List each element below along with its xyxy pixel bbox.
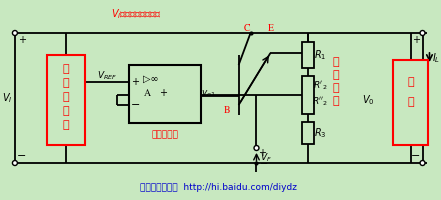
- Text: $R_3$: $R_3$: [314, 126, 326, 140]
- Text: 准: 准: [62, 78, 69, 88]
- Text: +: +: [131, 77, 139, 87]
- Text: −: −: [131, 100, 140, 110]
- Text: E: E: [267, 23, 273, 33]
- Text: 载: 载: [407, 97, 414, 107]
- Bar: [302, 76, 314, 114]
- Text: −: −: [260, 159, 269, 169]
- Text: $v_{o1}$: $v_{o1}$: [202, 89, 216, 99]
- Bar: [129, 65, 201, 123]
- Text: 取: 取: [333, 57, 339, 67]
- Circle shape: [254, 146, 259, 150]
- Text: 成志电子制作网  http://hi.baidu.com/diydz: 成志电子制作网 http://hi.baidu.com/diydz: [140, 184, 297, 192]
- Text: ▷∞: ▷∞: [143, 74, 159, 84]
- Text: 源: 源: [62, 120, 69, 130]
- Text: −: −: [17, 151, 26, 161]
- Text: $V_0$: $V_0$: [362, 93, 374, 107]
- Circle shape: [420, 30, 425, 36]
- Text: 压: 压: [62, 106, 69, 116]
- Text: $I_L$: $I_L$: [432, 51, 441, 65]
- Text: $R_1$: $R_1$: [314, 48, 326, 62]
- Text: 基: 基: [62, 64, 69, 74]
- Text: +: +: [18, 35, 26, 45]
- Circle shape: [12, 30, 17, 36]
- Text: $R'_2$: $R'_2$: [313, 80, 327, 92]
- Bar: [47, 55, 85, 145]
- Text: $V_F$: $V_F$: [261, 152, 273, 164]
- Circle shape: [420, 160, 425, 166]
- Text: C: C: [243, 23, 250, 33]
- Text: +: +: [411, 35, 419, 45]
- Text: 误差放大器: 误差放大器: [152, 130, 179, 140]
- Bar: [302, 42, 314, 68]
- Text: 电: 电: [333, 83, 339, 93]
- Text: 电: 电: [62, 92, 69, 102]
- Text: $R''_2$: $R''_2$: [312, 96, 328, 108]
- Text: −: −: [411, 151, 420, 161]
- Text: $V_{REF}$: $V_{REF}$: [97, 70, 117, 82]
- Text: +: +: [258, 148, 266, 158]
- Text: +: +: [159, 88, 167, 98]
- Text: 负: 负: [407, 77, 414, 87]
- Text: 样: 样: [333, 70, 339, 80]
- Bar: [302, 122, 314, 144]
- Text: $V_I$不稳定的直流电压: $V_I$不稳定的直流电压: [111, 7, 161, 21]
- Text: B: B: [224, 105, 230, 115]
- Text: A: A: [144, 88, 151, 98]
- Text: 路: 路: [333, 96, 339, 106]
- Text: $V_I$: $V_I$: [2, 91, 12, 105]
- Circle shape: [12, 160, 17, 166]
- Bar: [392, 60, 429, 145]
